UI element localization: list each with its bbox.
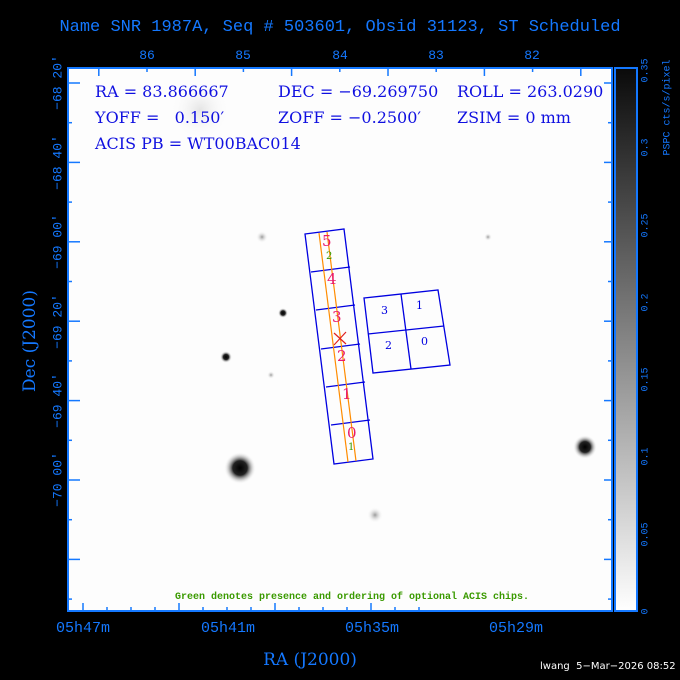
acis-s-array [304, 228, 374, 465]
y-tick-6940: −69 40′ [50, 373, 66, 428]
y-tick-6920: −69 20′ [50, 294, 66, 349]
colorbar-tick-label: 0.15 [640, 367, 652, 392]
top-tick-83: 83 [428, 48, 444, 63]
chip-label-s5: 5 [322, 232, 332, 250]
colorbar-tick-label: 0 [640, 608, 652, 615]
plot-title: Name SNR 1987A, Seq # 503601, Obsid 3112… [59, 18, 621, 37]
optional-chip-label-2: 2 [326, 251, 333, 262]
y-tick-6820: −68 20′ [50, 55, 66, 110]
colorbar-tick-label: 0.25 [640, 213, 652, 238]
y-tick-7000: −70 00′ [50, 452, 66, 507]
chip-label-s1: 1 [342, 385, 352, 403]
yoff-value: YOFF = 0.150′ [95, 108, 225, 127]
acis-pb-value: ACIS PB = WT00BAC014 [95, 134, 301, 153]
zsim-value: ZSIM = 0 mm [457, 108, 571, 127]
x-axis-label: RA (J2000) [263, 650, 357, 670]
colorbar-tick-label: 0.2 [640, 293, 652, 312]
colorbar-label: PSPC cts/s/pixel [662, 59, 674, 156]
colorbar [614, 67, 638, 612]
chip-label-s0: 0 [347, 424, 357, 442]
y-tick-6900: −69 00′ [50, 214, 66, 269]
top-tick-84: 84 [332, 48, 348, 63]
ra-value: RA = 83.866667 [95, 82, 229, 101]
colorbar-tick-label: 0.05 [640, 522, 652, 547]
roll-value: ROLL = 263.0290 [457, 82, 604, 101]
colorbar-tick-label: 0.1 [640, 447, 652, 466]
x-ray-sources [170, 80, 597, 523]
chip-label-s2: 2 [337, 347, 347, 365]
chip-label-i3: 3 [381, 304, 388, 317]
optional-chips-note: Green denotes presence and ordering of o… [175, 592, 530, 603]
top-tick-82: 82 [524, 48, 540, 63]
acis-i-array [363, 289, 451, 374]
slit-lines [318, 231, 357, 463]
y-axis-label: Dec (J2000) [20, 290, 40, 392]
bottom-tick-0529: 05h29m [488, 620, 543, 637]
top-tick-86: 86 [139, 48, 155, 63]
colorbar-tick-label: 0.35 [640, 58, 652, 83]
footer-user-date: lwang 5−Mar−2026 08:52 [540, 661, 676, 672]
aimpoint-marker [333, 331, 347, 346]
chip-label-i0: 0 [421, 335, 428, 348]
chip-label-s3: 3 [332, 308, 342, 326]
bottom-tick-0541: 05h41m [200, 620, 255, 637]
dec-value: DEC = −69.269750 [278, 82, 439, 101]
zoff-value: ZOFF = −0.2500′ [278, 108, 422, 127]
y-tick-6840: −68 40′ [50, 135, 66, 190]
image-panel [67, 67, 613, 612]
chip-label-s4: 4 [327, 270, 337, 288]
bottom-tick-0535: 05h35m [344, 620, 399, 637]
bottom-tick-0547: 05h47m [55, 620, 110, 637]
chip-label-i2: 2 [385, 339, 392, 352]
colorbar-tick-label: 0.3 [640, 138, 652, 157]
top-tick-85: 85 [235, 48, 251, 63]
chip-label-i1: 1 [416, 299, 423, 312]
optional-chip-label-1: 1 [348, 442, 355, 453]
